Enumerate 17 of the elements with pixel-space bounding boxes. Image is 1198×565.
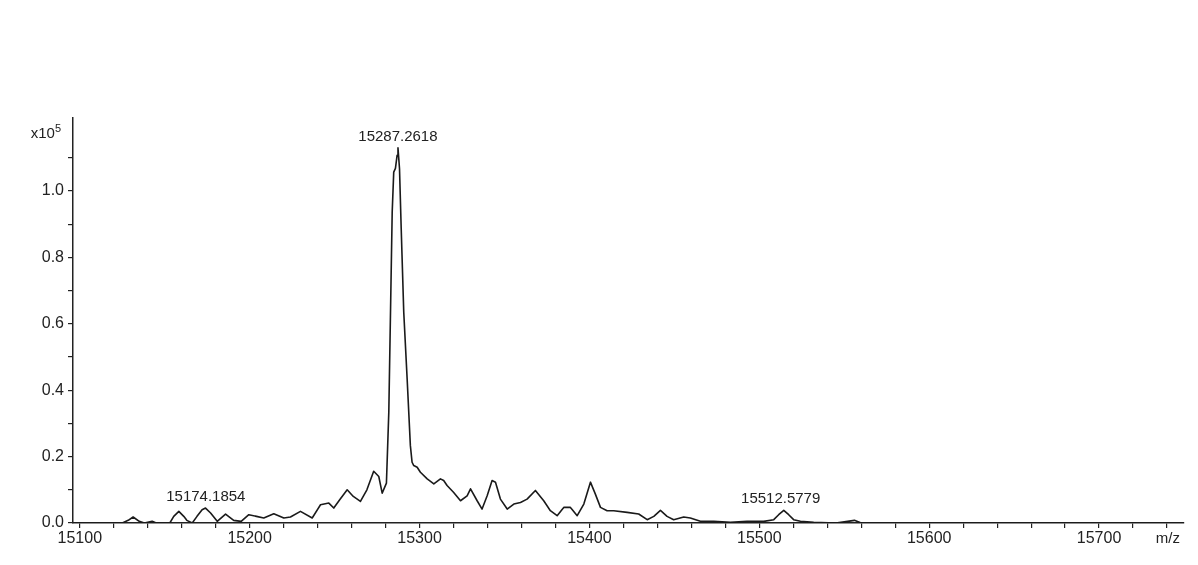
x-tick-label: 15500 [737, 529, 782, 547]
y-tick-label: 1.0 [41, 181, 65, 199]
x-tick-label: 15600 [906, 529, 952, 547]
y-tick-label: 0.6 [41, 314, 65, 332]
annotation: 15174.1854 [166, 487, 246, 505]
x-axis-title: m/z [1155, 529, 1181, 546]
y-tick-label: 0.4 [41, 380, 65, 398]
annotation: 15512.5779 [741, 489, 821, 507]
y-tick-label: 0.0 [41, 513, 65, 531]
x-tick-label: 15300 [397, 529, 442, 547]
x-tick-label: 15700 [1076, 529, 1122, 547]
annotation: 15287.2618 [358, 126, 438, 144]
y-tick-label: 0.8 [41, 247, 65, 265]
x-tick-label: 15200 [227, 529, 273, 547]
y-tick-label: 0.2 [41, 447, 65, 465]
x-tick-label: 15400 [567, 529, 612, 547]
x-tick-label: 15100 [57, 529, 103, 547]
